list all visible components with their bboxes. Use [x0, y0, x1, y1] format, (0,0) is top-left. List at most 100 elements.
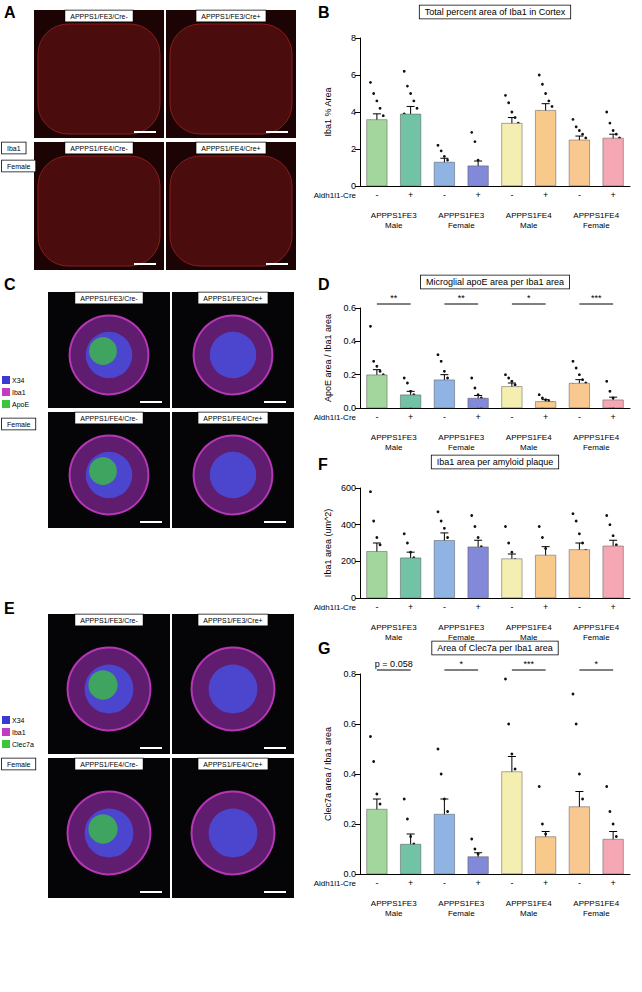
svg-text:ApoE: ApoE [12, 401, 29, 409]
svg-text:0.0: 0.0 [343, 403, 356, 413]
svg-text:-: - [510, 412, 513, 422]
svg-text:0.6: 0.6 [343, 719, 356, 729]
svg-text:-: - [510, 190, 513, 200]
svg-text:A: A [4, 4, 16, 21]
svg-text:-: - [375, 412, 378, 422]
svg-text:Iba1: Iba1 [12, 389, 26, 396]
svg-text:Female: Female [583, 909, 610, 918]
svg-text:+: + [475, 878, 480, 888]
svg-text:+: + [543, 190, 548, 200]
svg-text:APPPS1FE3: APPPS1FE3 [438, 899, 484, 908]
svg-text:Iba1 area (um^2): Iba1 area (um^2) [323, 509, 333, 577]
svg-text:ApoE area / Iba1 area: ApoE area / Iba1 area [323, 314, 333, 402]
svg-text:Female: Female [448, 633, 475, 642]
svg-text:+: + [610, 412, 615, 422]
svg-text:X34: X34 [12, 377, 25, 384]
svg-text:0: 0 [351, 181, 356, 191]
svg-text:APPPS1/FE4/Cre-: APPPS1/FE4/Cre- [80, 415, 138, 422]
svg-text:**: ** [458, 293, 466, 303]
svg-text:0.4: 0.4 [343, 336, 356, 346]
svg-text:0.2: 0.2 [343, 370, 356, 380]
svg-text:Male: Male [385, 221, 403, 230]
svg-text:APPPS1/FE3/Cre-: APPPS1/FE3/Cre- [70, 13, 128, 20]
svg-text:APPPS1FE3: APPPS1FE3 [438, 433, 484, 442]
svg-text:APPPS1/FE4/Cre-: APPPS1/FE4/Cre- [80, 761, 138, 768]
svg-text:+: + [543, 602, 548, 612]
svg-text:APPPS1/FE4/Cre+: APPPS1/FE4/Cre+ [203, 415, 262, 422]
svg-text:APPPS1/FE3/Cre+: APPPS1/FE3/Cre+ [203, 295, 262, 302]
svg-text:8: 8 [351, 33, 356, 43]
svg-text:+: + [408, 412, 413, 422]
svg-text:APPPS1FE4: APPPS1FE4 [573, 623, 619, 632]
svg-text:APPPS1/FE4/Cre-: APPPS1/FE4/Cre- [70, 145, 128, 152]
svg-text:APPPS1FE3: APPPS1FE3 [438, 623, 484, 632]
svg-text:-: - [578, 412, 581, 422]
svg-text:Total percent area of Iba1 in: Total percent area of Iba1 in Cortex [425, 7, 566, 17]
svg-text:-: - [578, 190, 581, 200]
svg-text:APPPS1FE4: APPPS1FE4 [506, 211, 552, 220]
svg-text:-: - [510, 602, 513, 612]
svg-text:4: 4 [351, 107, 356, 117]
svg-text:-: - [443, 878, 446, 888]
svg-text:200: 200 [341, 556, 356, 566]
svg-text:+: + [610, 602, 615, 612]
svg-text:G: G [318, 640, 330, 657]
svg-text:Aldh1l1-Cre: Aldh1l1-Cre [314, 879, 357, 888]
svg-text:p = 0.058: p = 0.058 [375, 659, 413, 669]
svg-text:+: + [610, 878, 615, 888]
svg-text:+: + [475, 602, 480, 612]
svg-text:*: * [527, 293, 531, 303]
svg-text:APPPS1/FE3/Cre-: APPPS1/FE3/Cre- [80, 617, 138, 624]
svg-text:***: *** [523, 659, 534, 669]
svg-text:***: *** [591, 293, 602, 303]
svg-text:Male: Male [385, 443, 403, 452]
svg-text:APPPS1FE3: APPPS1FE3 [438, 211, 484, 220]
svg-text:*: * [459, 659, 463, 669]
svg-text:APPPS1FE3: APPPS1FE3 [371, 899, 417, 908]
svg-text:*: * [594, 659, 598, 669]
svg-text:0: 0 [351, 593, 356, 603]
svg-text:+: + [408, 878, 413, 888]
svg-text:Area of Clec7a per Iba1 area: Area of Clec7a per Iba1 area [437, 643, 553, 653]
svg-text:Male: Male [385, 909, 403, 918]
svg-text:+: + [475, 190, 480, 200]
svg-text:-: - [375, 602, 378, 612]
svg-text:APPPS1FE4: APPPS1FE4 [506, 899, 552, 908]
svg-text:0.2: 0.2 [343, 819, 356, 829]
svg-text:Female: Female [583, 443, 610, 452]
svg-text:APPPS1FE4: APPPS1FE4 [506, 623, 552, 632]
svg-text:X34: X34 [12, 717, 25, 724]
svg-text:+: + [408, 190, 413, 200]
svg-text:-: - [375, 190, 378, 200]
svg-text:Female: Female [583, 221, 610, 230]
svg-text:-: - [375, 878, 378, 888]
svg-text:Female: Female [7, 761, 30, 768]
svg-text:APPPS1FE4: APPPS1FE4 [506, 433, 552, 442]
svg-text:0.4: 0.4 [343, 769, 356, 779]
svg-text:-: - [510, 878, 513, 888]
svg-text:APPPS1FE3: APPPS1FE3 [371, 623, 417, 632]
svg-text:Male: Male [385, 633, 403, 642]
svg-text:Iba1 % Area: Iba1 % Area [323, 87, 333, 136]
svg-text:E: E [4, 600, 15, 617]
svg-text:Female: Female [583, 633, 610, 642]
svg-text:+: + [408, 602, 413, 612]
svg-text:APPPS1FE4: APPPS1FE4 [573, 433, 619, 442]
svg-text:APPPS1FE3: APPPS1FE3 [371, 433, 417, 442]
svg-text:+: + [610, 190, 615, 200]
svg-text:-: - [578, 602, 581, 612]
svg-text:+: + [543, 878, 548, 888]
svg-text:Male: Male [520, 633, 538, 642]
svg-text:-: - [443, 602, 446, 612]
svg-text:6: 6 [351, 70, 356, 80]
svg-text:Aldh1l1-Cre: Aldh1l1-Cre [314, 603, 357, 612]
svg-text:APPPS1/FE3/Cre-: APPPS1/FE3/Cre- [80, 295, 138, 302]
svg-text:C: C [4, 276, 16, 293]
svg-text:Female: Female [7, 163, 30, 170]
svg-text:0.0: 0.0 [343, 869, 356, 879]
svg-text:APPPS1FE4: APPPS1FE4 [573, 899, 619, 908]
svg-text:Microglial apoE area per Iba1: Microglial apoE area per Iba1 area [426, 277, 564, 287]
svg-text:Iba1 area per amyloid plaque: Iba1 area per amyloid plaque [437, 457, 554, 467]
svg-text:Iba1: Iba1 [12, 729, 26, 736]
svg-text:APPPS1/FE4/Cre+: APPPS1/FE4/Cre+ [201, 145, 260, 152]
